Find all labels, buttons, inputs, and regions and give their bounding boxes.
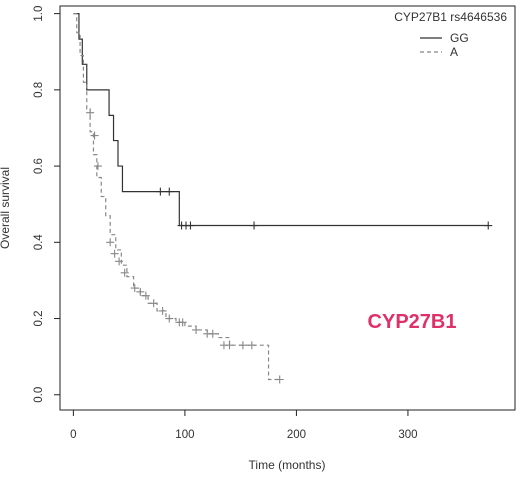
censor-mark xyxy=(484,221,493,230)
x-tick-label: 0 xyxy=(70,429,76,441)
censor-mark xyxy=(136,287,145,296)
x-axis-label: Time (months) xyxy=(249,458,326,472)
chart-annotation: CYP27B1 xyxy=(368,311,457,333)
censor-mark xyxy=(165,314,174,323)
y-tick-label: 0.4 xyxy=(33,234,45,251)
legend-label-a: A xyxy=(450,45,458,59)
censor-mark xyxy=(158,306,167,315)
censor-mark xyxy=(93,162,102,171)
series-layer xyxy=(73,13,493,384)
censor-mark xyxy=(110,249,119,258)
legend: CYP27B1 rs4646536 GGA xyxy=(394,10,507,59)
x-tick-label: 100 xyxy=(175,429,194,441)
censor-mark xyxy=(165,187,174,196)
y-tick-label: 0.6 xyxy=(33,158,45,174)
censor-mark xyxy=(90,131,99,140)
censor-mark xyxy=(275,375,284,384)
censor-mark xyxy=(156,187,165,196)
y-axis-label: Overall survival xyxy=(0,167,12,249)
axes: 0 100 200 300 0.0 0.2 0.4 0.6 0.8 1.0 xyxy=(33,6,418,441)
censor-mark xyxy=(141,291,150,300)
censor-mark xyxy=(120,268,129,277)
censor-mark xyxy=(130,284,139,293)
censor-mark xyxy=(192,325,201,334)
legend-title: CYP27B1 rs4646536 xyxy=(394,10,507,24)
censor-mark xyxy=(115,257,124,266)
legend-label-gg: GG xyxy=(450,31,469,45)
y-tick-label: 0.0 xyxy=(33,387,45,403)
censor-mark xyxy=(225,341,234,350)
censor-mark xyxy=(238,341,247,350)
censor-mark xyxy=(149,299,158,308)
y-tick-label: 1.0 xyxy=(33,6,45,22)
censor-mark xyxy=(250,221,259,230)
y-tick-label: 0.8 xyxy=(33,82,45,98)
censor-mark xyxy=(178,318,187,327)
censor-mark xyxy=(186,221,195,230)
censor-mark xyxy=(247,341,256,350)
x-tick-label: 300 xyxy=(398,429,417,441)
x-tick-label: 200 xyxy=(287,429,306,441)
y-tick-label: 0.2 xyxy=(33,311,45,327)
series-line-gg xyxy=(73,13,489,227)
censor-mark xyxy=(86,108,95,117)
censor-mark xyxy=(106,238,115,247)
censor-mark xyxy=(208,329,217,338)
